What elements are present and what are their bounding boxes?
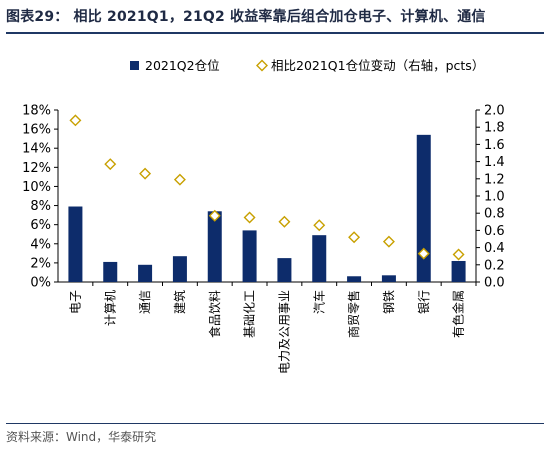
category-label: 计算机 [102, 290, 117, 326]
marker-point [104, 158, 117, 171]
bar [277, 258, 292, 282]
marker-point [417, 247, 430, 260]
category-label: 通信 [138, 290, 152, 314]
legend-swatch-bar [130, 61, 139, 70]
category-label: 建筑 [172, 290, 187, 314]
footer-divider [6, 423, 544, 424]
category-label: 基础化工 [243, 290, 257, 338]
left-axis-tick-label: 4% [30, 237, 51, 252]
bar [68, 206, 83, 282]
marker-point [313, 219, 326, 232]
right-axis-tick-label: 0.0 [484, 276, 505, 291]
bar [207, 211, 222, 282]
right-axis-tick-label: 1.2 [484, 172, 505, 187]
bar [416, 134, 431, 282]
chart-title: 图表29： 相比 2021Q1，21Q2 收益率靠后组合加仓电子、计算机、通信 [6, 9, 486, 25]
bar [381, 275, 396, 282]
right-axis-tick-label: 1.6 [484, 138, 505, 153]
marker-point [208, 209, 221, 222]
category-label: 汽车 [311, 290, 326, 314]
legend-label-bar: 2021Q2仓位 [145, 58, 220, 73]
category-label: 有色金属 [451, 290, 466, 338]
right-axis-tick-label: 1.0 [484, 190, 505, 205]
marker-point [382, 235, 395, 248]
left-axis-tick-label: 6% [30, 218, 51, 233]
bar [172, 256, 187, 282]
left-axis-tick-label: 0% [30, 276, 51, 291]
bar [242, 230, 257, 282]
bar [451, 260, 466, 282]
bar-chart: 2021Q2仓位 相比2021Q1仓位变动（右轴，pcts） 0% 2% 4% 6% 8% 1… [22, 58, 505, 374]
marker-point [278, 215, 291, 228]
right-axis-tick-label: 0.2 [484, 258, 505, 273]
title-divider [6, 32, 544, 34]
bar [312, 235, 327, 282]
bar [103, 261, 118, 282]
right-axis-tick-label: 1.8 [484, 121, 505, 136]
category-label: 电力及公用事业 [277, 290, 291, 374]
marker-point [173, 173, 186, 186]
source-note: 资料来源：Wind，华泰研究 [6, 430, 157, 444]
right-axis-tick-label: 0.6 [484, 224, 505, 239]
marker-point [243, 211, 256, 224]
left-axis-tick-label: 8% [30, 199, 51, 214]
category-label: 钢铁 [382, 290, 396, 314]
right-axis-tick-label: 0.8 [484, 207, 505, 222]
right-axis-tick-label: 2.0 [484, 104, 505, 119]
legend-label-marker: 相比2021Q1仓位变动（右轴，pcts） [271, 58, 484, 73]
bar [138, 264, 153, 282]
marker-point [139, 167, 152, 180]
category-label: 商贸零售 [346, 290, 361, 338]
marker-point [452, 248, 465, 261]
left-axis-tick-label: 10% [22, 180, 51, 195]
category-label: 食品饮料 [207, 290, 222, 338]
marker-point [69, 114, 82, 127]
marker-point [348, 231, 361, 244]
left-axis-tick-label: 16% [22, 123, 51, 138]
category-label: 电子 [68, 290, 82, 314]
bar [347, 276, 362, 282]
category-label: 银行 [417, 290, 431, 314]
left-axis-tick-label: 12% [22, 161, 51, 176]
legend-swatch-marker [256, 59, 268, 72]
left-axis-tick-label: 18% [22, 104, 51, 119]
right-axis-tick-label: 0.4 [484, 241, 505, 256]
left-axis-tick-label: 2% [30, 256, 51, 271]
right-axis-tick-label: 1.4 [484, 155, 505, 170]
left-axis-tick-label: 14% [22, 142, 51, 157]
